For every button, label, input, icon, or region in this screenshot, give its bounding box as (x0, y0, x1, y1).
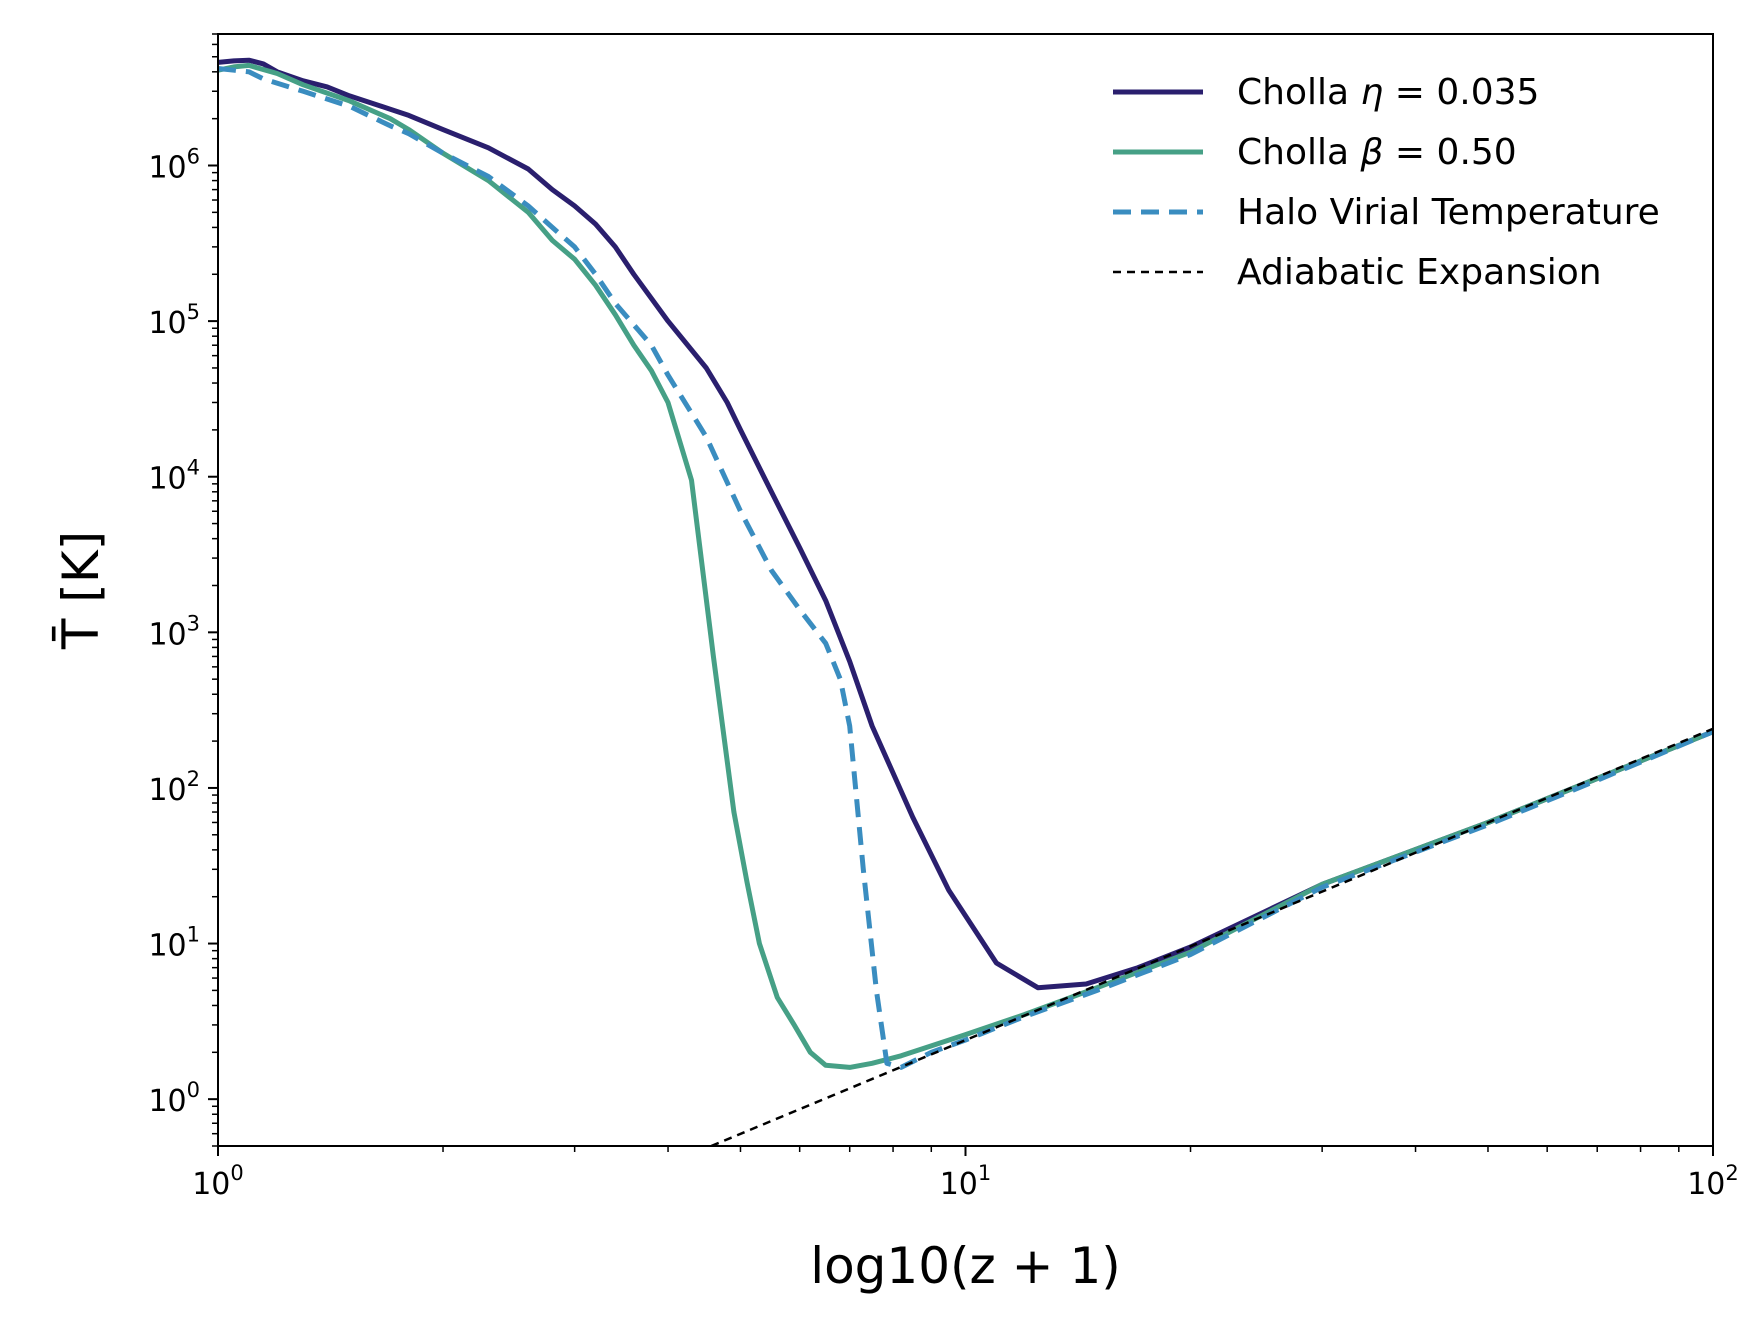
legend-label-1: Cholla β = 0.50 (1237, 132, 1517, 173)
y-axis-label: T̄ [K] (51, 531, 110, 650)
x-axis-label: log10(z + 1) (810, 1237, 1121, 1295)
legend: Cholla η = 0.035 Cholla β = 0.50 Halo Viri… (1113, 72, 1660, 293)
x-tick-label: 101 (940, 1161, 992, 1202)
y-tick-label: 101 (148, 923, 200, 964)
legend-label-2: Halo Virial Temperature (1237, 192, 1660, 233)
legend-label-0: Cholla η = 0.035 (1237, 72, 1539, 113)
y-tick-label: 104 (148, 456, 200, 497)
x-tick-label: 100 (192, 1161, 244, 1202)
x-tick-label: 102 (1687, 1161, 1739, 1202)
y-tick-label: 103 (148, 611, 200, 652)
y-tick-label: 106 (148, 145, 200, 186)
y-tick-label: 102 (148, 767, 200, 808)
legend-label-3: Adiabatic Expansion (1237, 252, 1602, 293)
series-line-0 (218, 57, 1713, 991)
series-line-1 (218, 62, 1713, 1070)
series-layer (218, 57, 1713, 1146)
y-tick-label: 100 (148, 1078, 200, 1119)
labels-layer: 100 101 102 100 101 102 103 104 105 106 log10(z + … (51, 145, 1739, 1295)
y-tick-label: 105 (148, 300, 200, 341)
series-line-2 (218, 66, 1713, 1070)
ticks-layer (208, 33, 1714, 1156)
